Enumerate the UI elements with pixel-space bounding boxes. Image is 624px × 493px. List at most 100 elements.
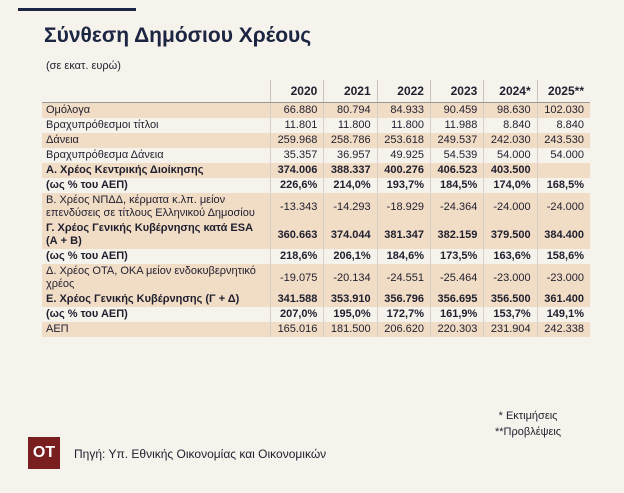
row-label: Δ. Χρέος ΟΤΑ, ΟΚΑ μείον ενδοκυβερνητικό … bbox=[42, 264, 271, 292]
value-cell: 80.794 bbox=[323, 102, 378, 118]
value-cell: 163,6% bbox=[483, 249, 538, 264]
row-label: Βραχυπρόθεσμα Δάνεια bbox=[46, 149, 164, 161]
value-cell: 207,0% bbox=[269, 307, 324, 322]
value-cell: 195,0% bbox=[323, 307, 378, 322]
value-cell: -13.343 bbox=[269, 193, 324, 221]
value-cell: 403.500 bbox=[483, 163, 538, 178]
value-cell: 249.537 bbox=[429, 133, 484, 148]
note: **Προβλέψεις bbox=[495, 426, 562, 438]
value-cell: 406.523 bbox=[429, 163, 484, 178]
value-cell: 361.400 bbox=[536, 292, 590, 307]
value-cell: 174,0% bbox=[483, 178, 538, 193]
table-row: Δ. Χρέος ΟΤΑ, ΟΚΑ μείον ενδοκυβερνητικό … bbox=[42, 264, 590, 292]
value-cell: -25.464 bbox=[429, 264, 484, 292]
table-row: Ομόλογα 66.880 80.794 84.933 90.459 98.630 102… bbox=[42, 102, 590, 118]
header-row: 2020 2021 2022 2023 2024* 2025** bbox=[42, 80, 590, 103]
row-label: Β. Χρέος ΝΠΔΔ, κέρματα κ.λπ. μείον επενδ… bbox=[42, 193, 271, 221]
value-cell: 35.357 bbox=[269, 148, 324, 163]
value-cell: 8.840 bbox=[536, 118, 590, 133]
table-row: Δάνεια 259.968 258.786 253.618 249.537 242.03… bbox=[42, 133, 590, 148]
value-cell: 66.880 bbox=[269, 102, 324, 118]
value-cell: 181.500 bbox=[323, 322, 378, 337]
value-cell: 220.303 bbox=[429, 322, 484, 337]
row-label: (ως % του ΑΕΠ) bbox=[46, 250, 128, 262]
table-row: (ως % του ΑΕΠ) 207,0% 195,0% 172,7% 161,9% 15… bbox=[42, 307, 590, 322]
table-row: (ως % του ΑΕΠ) 226,6% 214,0% 193,7% 184,5% 17… bbox=[42, 178, 590, 193]
notes: * Εκτιμήσεις **Προβλέψεις bbox=[495, 408, 561, 440]
value-cell: 54.000 bbox=[483, 148, 538, 163]
value-cell: 168,5% bbox=[536, 178, 590, 193]
table-row: Βραχυπρόθεσμα Δάνεια 35.357 36.957 49.925 54… bbox=[42, 148, 590, 163]
value-cell bbox=[536, 163, 590, 178]
value-cell: 11.988 bbox=[429, 118, 484, 133]
value-cell: 11.800 bbox=[376, 118, 431, 133]
value-cell: 49.925 bbox=[376, 148, 431, 163]
row-label: (ως % του ΑΕΠ) bbox=[46, 308, 128, 320]
value-cell: 206,1% bbox=[323, 249, 378, 264]
value-cell: 54.000 bbox=[536, 148, 590, 163]
value-cell: -24.000 bbox=[536, 193, 590, 221]
table-row: Α. Χρέος Κεντρικής Διοίκησης 374.006 388.3… bbox=[42, 163, 590, 178]
table-row: Γ. Χρέος Γενικής Κυβέρνησης κατά ESA (Α … bbox=[42, 221, 590, 249]
table-row: ΑΕΠ 165.016 181.500 206.620 220.303 231.904 24… bbox=[42, 322, 590, 337]
value-cell: 102.030 bbox=[536, 102, 590, 118]
column-header: 2022 bbox=[376, 80, 431, 103]
row-label: (ως % του ΑΕΠ) bbox=[46, 179, 128, 191]
value-cell: 193,7% bbox=[376, 178, 431, 193]
value-cell: 242.338 bbox=[536, 322, 590, 337]
value-cell: 84.933 bbox=[376, 102, 431, 118]
value-cell: 231.904 bbox=[483, 322, 538, 337]
value-cell: 161,9% bbox=[429, 307, 484, 322]
value-cell: 400.276 bbox=[376, 163, 431, 178]
value-cell: 149,1% bbox=[536, 307, 590, 322]
value-cell: 243.530 bbox=[536, 133, 590, 148]
value-cell: 259.968 bbox=[269, 133, 324, 148]
debt-table: 2020 2021 2022 2023 2024* 2025** Ομόλογα 66.88… bbox=[42, 80, 590, 337]
value-cell: -20.134 bbox=[323, 264, 378, 292]
row-label: Δάνεια bbox=[42, 133, 271, 148]
row-label: Βραχυπρόθεσμοι τίτλοι bbox=[46, 119, 159, 131]
value-cell: 153,7% bbox=[483, 307, 538, 322]
value-cell: 214,0% bbox=[323, 178, 378, 193]
value-cell: 54.539 bbox=[429, 148, 484, 163]
value-cell: 11.800 bbox=[323, 118, 378, 133]
logo: OT bbox=[28, 437, 60, 469]
value-cell: 184,5% bbox=[429, 178, 484, 193]
header-cell bbox=[42, 80, 271, 103]
value-cell: 98.630 bbox=[483, 102, 538, 118]
value-cell: 356.500 bbox=[483, 292, 538, 307]
column-header: 2024* bbox=[483, 80, 538, 103]
top-rule bbox=[18, 8, 136, 11]
table-row: (ως % του ΑΕΠ) 218,6% 206,1% 184,6% 173,5% 16… bbox=[42, 249, 590, 264]
value-cell: 374.006 bbox=[269, 163, 324, 178]
value-cell: -23.000 bbox=[536, 264, 590, 292]
value-cell: 374.044 bbox=[323, 221, 378, 249]
value-cell: 184,6% bbox=[376, 249, 431, 264]
value-cell: 356.695 bbox=[429, 292, 484, 307]
row-label: Γ. Χρέος Γενικής Κυβέρνησης κατά ESA (Α … bbox=[42, 221, 271, 249]
value-cell: 218,6% bbox=[269, 249, 324, 264]
value-cell: 242.030 bbox=[483, 133, 538, 148]
value-cell: 206.620 bbox=[376, 322, 431, 337]
value-cell: 165.016 bbox=[269, 322, 324, 337]
note: * Εκτιμήσεις bbox=[498, 410, 558, 422]
table-row: Βραχυπρόθεσμοι τίτλοι 11.801 11.800 11.800 1… bbox=[42, 118, 590, 133]
value-cell: 172,7% bbox=[376, 307, 431, 322]
row-label: Ε. Χρέος Γενικής Κυβέρνησης (Γ + Δ) bbox=[42, 292, 271, 307]
value-cell: -18.929 bbox=[376, 193, 431, 221]
column-header: 2021 bbox=[323, 80, 378, 103]
value-cell: 384.400 bbox=[536, 221, 590, 249]
value-cell: -24.364 bbox=[429, 193, 484, 221]
value-cell: 360.663 bbox=[269, 221, 324, 249]
value-cell: 353.910 bbox=[323, 292, 378, 307]
value-cell: 158,6% bbox=[536, 249, 590, 264]
title: Σύνθεση Δημόσιου Χρέους bbox=[44, 24, 312, 47]
value-cell: -24.000 bbox=[483, 193, 538, 221]
table-row: Β. Χρέος ΝΠΔΔ, κέρματα κ.λπ. μείον επενδ… bbox=[42, 193, 590, 221]
value-cell: 381.347 bbox=[376, 221, 431, 249]
value-cell: 388.337 bbox=[323, 163, 378, 178]
value-cell: -24.551 bbox=[376, 264, 431, 292]
column-header: 2025** bbox=[536, 80, 590, 103]
value-cell: 90.459 bbox=[429, 102, 484, 118]
